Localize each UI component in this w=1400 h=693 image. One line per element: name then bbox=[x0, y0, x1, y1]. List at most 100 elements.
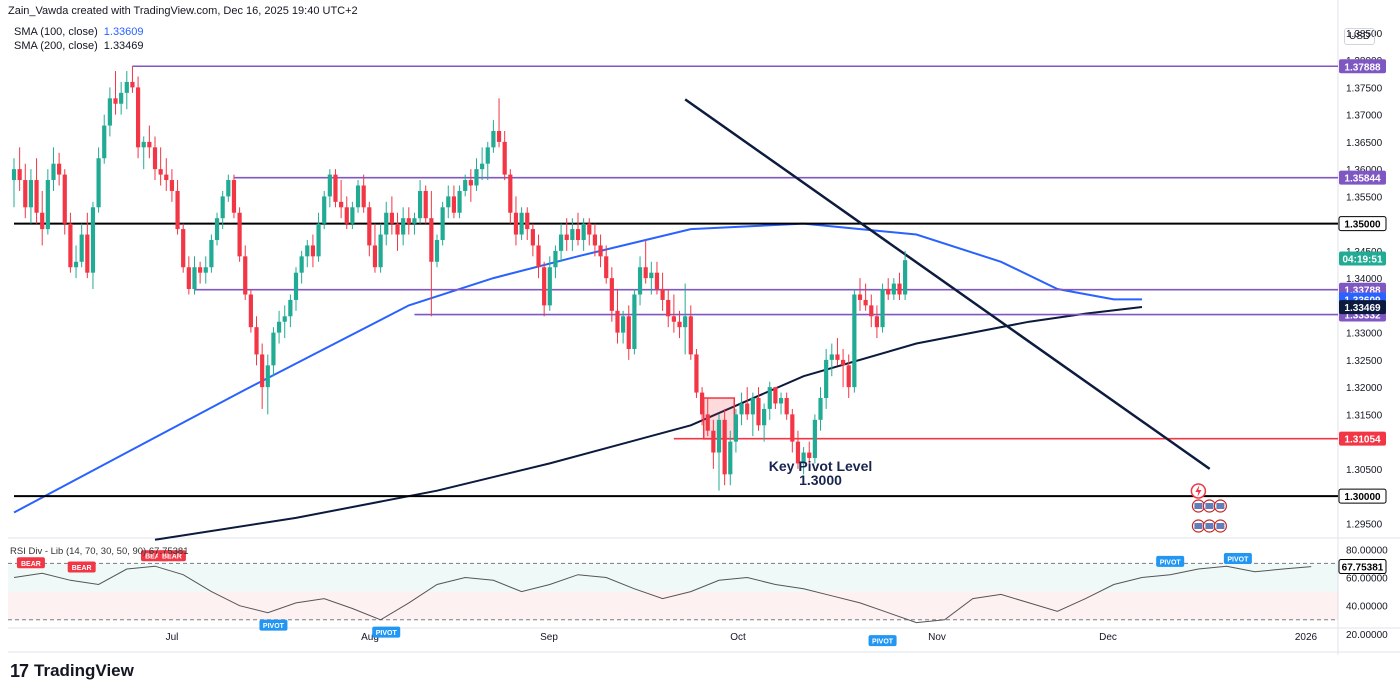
candle bbox=[102, 125, 107, 159]
candle bbox=[231, 180, 237, 213]
candle bbox=[609, 278, 614, 311]
candle bbox=[446, 196, 451, 208]
rsi-signal-label: BEAR bbox=[72, 565, 92, 572]
candle bbox=[107, 98, 112, 126]
candle bbox=[632, 294, 637, 349]
candle bbox=[553, 250, 558, 268]
candle bbox=[333, 174, 338, 202]
candle bbox=[654, 272, 660, 290]
level-tag: 1.35844 bbox=[1344, 174, 1381, 185]
price-tick-label: 1.30500 bbox=[1346, 465, 1383, 476]
lightning-bolt-icon bbox=[1195, 485, 1202, 497]
candle bbox=[857, 294, 863, 300]
rsi-tick-label: 20.00000 bbox=[1346, 630, 1388, 641]
time-tick-label: Nov bbox=[928, 632, 946, 643]
level-tag: 1.33788 bbox=[1344, 286, 1381, 297]
candle bbox=[243, 256, 248, 295]
candle bbox=[615, 310, 620, 333]
price-tick-label: 1.34000 bbox=[1346, 274, 1383, 285]
rsi-signal-label: BEAR bbox=[162, 554, 182, 561]
candle bbox=[372, 245, 378, 268]
rsi-signal-label: PIVOT bbox=[872, 639, 894, 646]
time-tick-label: Oct bbox=[730, 632, 746, 643]
candle bbox=[496, 130, 502, 142]
candle bbox=[626, 316, 631, 349]
candle bbox=[756, 398, 761, 426]
flag-icon bbox=[1216, 503, 1225, 509]
candle bbox=[305, 245, 310, 257]
candle bbox=[480, 163, 485, 170]
candle bbox=[598, 245, 603, 257]
candle bbox=[485, 147, 490, 164]
price-tick-label: 1.37000 bbox=[1346, 111, 1383, 122]
candle bbox=[299, 256, 304, 273]
candle bbox=[130, 81, 135, 88]
candle bbox=[327, 174, 332, 197]
candle bbox=[412, 218, 417, 224]
candle bbox=[547, 267, 552, 306]
rsi-signal-label: PIVOT bbox=[1227, 557, 1249, 564]
candle bbox=[34, 180, 39, 213]
rsi-signal-label: BEAR bbox=[21, 561, 41, 568]
candle bbox=[423, 190, 428, 219]
candle bbox=[683, 316, 688, 328]
rsi-current-tag-bg bbox=[1338, 559, 1387, 575]
candle bbox=[158, 169, 163, 175]
candle bbox=[417, 190, 423, 219]
candle bbox=[124, 81, 129, 93]
candle bbox=[733, 414, 739, 442]
candle bbox=[519, 212, 524, 235]
candle bbox=[350, 207, 355, 224]
candle bbox=[152, 147, 158, 170]
level-tag-bg bbox=[1338, 488, 1387, 504]
candle bbox=[282, 316, 287, 322]
candle bbox=[570, 229, 575, 240]
candle bbox=[502, 141, 507, 175]
flag-icon bbox=[1205, 523, 1214, 529]
sma200-legend[interactable]: SMA (200, close) 1.33469 bbox=[14, 40, 144, 52]
flag-icon bbox=[1216, 523, 1225, 529]
candle bbox=[68, 223, 73, 268]
candle bbox=[322, 196, 327, 224]
candle bbox=[558, 234, 564, 251]
annotation-line-2: 1.3000 bbox=[799, 472, 842, 488]
candle bbox=[434, 239, 440, 262]
candle bbox=[17, 169, 22, 181]
rsi-legend[interactable]: RSI Div - Lib (14, 70, 30, 50, 90) 67.75… bbox=[10, 546, 189, 557]
rsi-signal-bg bbox=[1223, 553, 1252, 565]
candle bbox=[778, 398, 784, 404]
candle bbox=[688, 316, 693, 355]
candle bbox=[361, 185, 366, 208]
currency-label[interactable]: USD bbox=[1344, 28, 1376, 45]
candle bbox=[767, 387, 772, 409]
rsi-signal-bg bbox=[868, 635, 897, 647]
candle bbox=[45, 180, 50, 230]
candle bbox=[784, 398, 789, 415]
candle bbox=[807, 452, 812, 458]
price-tick-label: 1.37500 bbox=[1346, 83, 1383, 94]
level-tag: 1.35000 bbox=[1344, 220, 1381, 231]
price-tag-bg bbox=[1339, 251, 1386, 266]
price-tag-bg bbox=[1339, 300, 1386, 315]
candle bbox=[739, 403, 744, 415]
candle bbox=[209, 239, 214, 268]
candle bbox=[874, 316, 880, 328]
rsi-signal-label: PIVOT bbox=[263, 623, 285, 630]
candle bbox=[276, 321, 282, 333]
candle bbox=[119, 92, 124, 104]
candle bbox=[79, 234, 84, 262]
candle bbox=[840, 359, 846, 366]
rsi-line bbox=[13, 565, 1312, 624]
candle bbox=[880, 289, 885, 328]
candle bbox=[57, 163, 62, 175]
tradingview-logo[interactable]: 17 TradingView bbox=[10, 660, 134, 682]
candle bbox=[660, 289, 665, 300]
candle bbox=[604, 256, 609, 279]
flag-icon bbox=[1194, 523, 1203, 529]
sma100-legend[interactable]: SMA (100, close) 1.33609 bbox=[14, 26, 144, 38]
rsi-current-tag: 67.75381 bbox=[1342, 563, 1384, 574]
price-tick-label: 1.36500 bbox=[1346, 138, 1383, 149]
candle bbox=[203, 267, 208, 273]
